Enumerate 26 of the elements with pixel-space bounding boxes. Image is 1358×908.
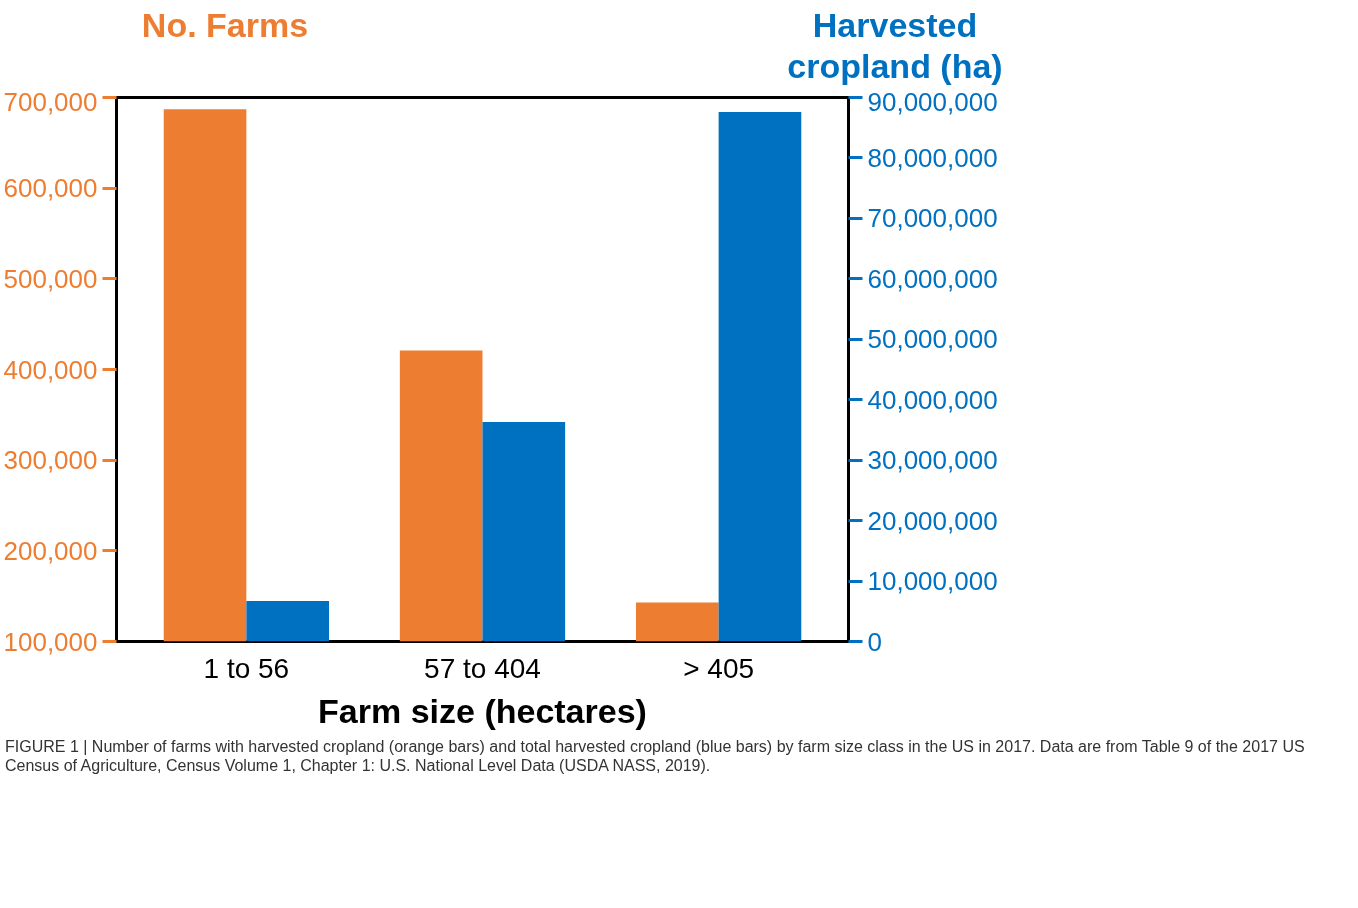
y2-tick-label: 50,000,000 bbox=[867, 323, 998, 354]
x-tick-label: > 405 bbox=[683, 652, 755, 684]
y2-tick-label: 90,000,000 bbox=[867, 86, 998, 117]
y-tick-label: 300,000 bbox=[3, 444, 98, 475]
y2-tick-label: 10,000,000 bbox=[867, 565, 998, 596]
y-axis-title: No. Farms bbox=[141, 5, 309, 46]
y2-tick-label: 80,000,000 bbox=[867, 142, 998, 173]
y2-tick-label: 0 bbox=[867, 626, 882, 657]
y-tick-label: 100,000 bbox=[3, 626, 98, 657]
caption: FIGURE 1 | Number of farms with harvested cropland (orange bars) and total harvested cropland (blue bars) by farm size class in the US in 2017. Data are from Table 9 of the 2017 US Census of Agriculture, Census Volume 1, Chapter 1: U.S. National Level Data (USDA NASS, 2019). bbox=[5, 736, 1306, 775]
y-tick-label: 500,000 bbox=[3, 263, 98, 294]
y-tick-label: 400,000 bbox=[3, 354, 98, 385]
y-tick-label: 200,000 bbox=[3, 535, 98, 566]
x-tick-label: 57 to 404 bbox=[424, 652, 541, 684]
y2-tick-label: 30,000,000 bbox=[867, 444, 998, 475]
y2-axis-title: Harvested cropland (ha) bbox=[786, 5, 1004, 87]
y2-tick-label: 60,000,000 bbox=[867, 263, 998, 294]
y-tick-label: 600,000 bbox=[3, 172, 98, 203]
y2-tick-label: 70,000,000 bbox=[867, 202, 998, 233]
bar bbox=[718, 111, 802, 642]
bar bbox=[246, 600, 330, 642]
y2-tick-label: 40,000,000 bbox=[867, 384, 998, 415]
y-tick-label: 700,000 bbox=[3, 86, 98, 117]
x-tick-label: 1 to 56 bbox=[203, 652, 290, 684]
x-axis-title: Farm size (hectares) bbox=[318, 691, 647, 730]
y2-tick-label: 20,000,000 bbox=[867, 505, 998, 536]
